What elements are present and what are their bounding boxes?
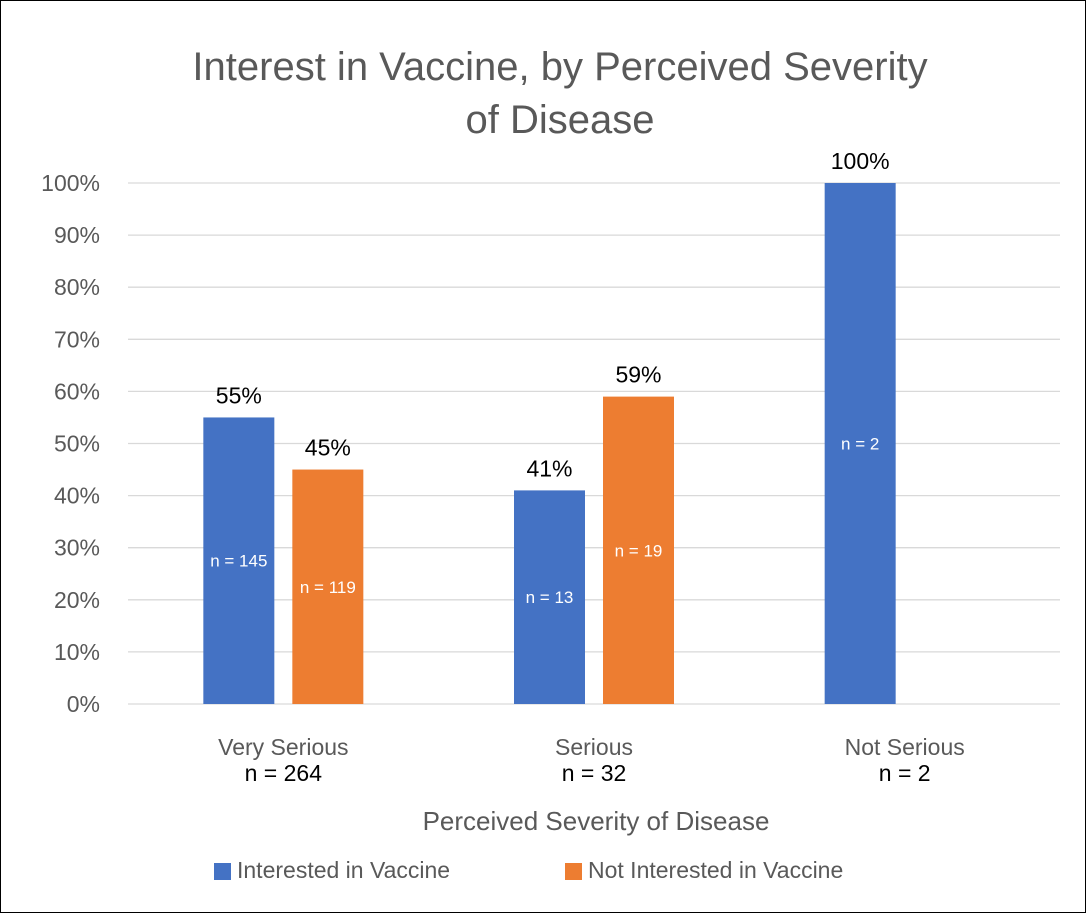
- y-axis-ticks: 0% 10% 20% 30% 40% 50% 60% 70% 80% 90% 100%: [41, 170, 100, 717]
- value-label: 55%: [216, 382, 262, 408]
- gridlines: [128, 182, 1060, 653]
- legend-swatch: [214, 863, 231, 880]
- bar-n-label: n = 119: [300, 578, 356, 597]
- legend: Interested in Vaccine Not Interested in V…: [214, 857, 843, 883]
- bar: [603, 396, 674, 704]
- bar: [514, 490, 585, 704]
- y-tick-label: 30%: [54, 535, 100, 561]
- bar: [292, 469, 364, 704]
- category-label: Not Serious: [845, 734, 965, 760]
- y-tick-label: 70%: [54, 326, 100, 352]
- bar-n-label: n = 19: [615, 541, 663, 560]
- value-label: 41%: [526, 455, 572, 481]
- category-label: Very Serious: [218, 734, 348, 760]
- legend-swatch: [565, 863, 582, 880]
- chart-title-line-2: of Disease: [466, 98, 655, 142]
- bar: [203, 417, 275, 704]
- legend-label: Interested in Vaccine: [237, 857, 450, 883]
- category-n-label: n = 264: [245, 760, 323, 786]
- value-label: 45%: [305, 435, 351, 461]
- y-tick-label: 0%: [67, 691, 100, 717]
- y-tick-label: 20%: [54, 587, 100, 613]
- category-n-label: n = 2: [879, 760, 931, 786]
- value-label: 59%: [615, 362, 661, 388]
- value-label: 100%: [831, 148, 890, 174]
- category-label: Serious: [555, 734, 633, 760]
- legend-label: Not Interested in Vaccine: [588, 857, 843, 883]
- y-tick-label: 80%: [54, 274, 100, 300]
- y-tick-label: 50%: [54, 431, 100, 457]
- bar-n-label: n = 13: [526, 588, 574, 607]
- bar: [824, 183, 896, 704]
- y-tick-label: 90%: [54, 222, 100, 248]
- bar-n-label: n = 145: [210, 552, 267, 571]
- y-tick-label: 10%: [54, 639, 100, 665]
- chart-title-line-1: Interest in Vaccine, by Perceived Severi…: [192, 45, 927, 89]
- data-labels: 55% n = 145 45% n = 119 41% n = 13 59% n = 19 10…: [210, 148, 889, 607]
- y-tick-label: 100%: [41, 170, 100, 196]
- x-axis-title: Perceived Severity of Disease: [423, 806, 770, 836]
- y-tick-label: 40%: [54, 483, 100, 509]
- y-tick-label: 60%: [54, 378, 100, 404]
- bars: [203, 183, 896, 704]
- bar-n-label: n = 2: [841, 435, 879, 454]
- category-n-label: n = 32: [562, 760, 627, 786]
